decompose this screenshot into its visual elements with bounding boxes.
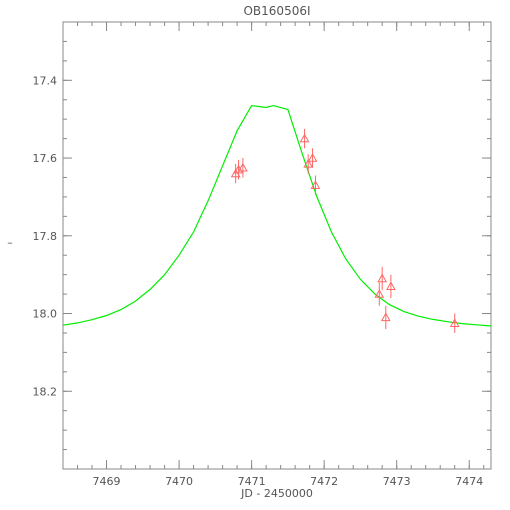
y-tick-label: 18.2: [33, 385, 58, 398]
x-tick-label: 7473: [383, 475, 411, 488]
triangle-marker: [238, 162, 248, 172]
axis-ticks: [62, 21, 491, 470]
triangle-marker: [233, 164, 244, 174]
chart-title: OB160506I: [243, 4, 310, 18]
y-axis-label: –: [7, 236, 13, 249]
data-point: [307, 148, 318, 168]
data-points: [230, 128, 460, 333]
y-tick-label: 17.8: [33, 230, 58, 243]
triangle-marker: [310, 180, 321, 189]
data-point: [233, 159, 244, 180]
triangle-marker: [303, 158, 314, 168]
x-tick-label: 7472: [310, 475, 338, 488]
x-axis-label: JD - 2450000: [240, 487, 313, 500]
x-tick-label: 7470: [165, 475, 193, 488]
data-point: [374, 282, 385, 306]
data-point: [310, 175, 321, 195]
y-tick-labels: 17.4 17.6 17.8 18.0 18.2: [33, 74, 58, 398]
y-tick-label: 17.4: [33, 74, 58, 87]
triangle-marker: [307, 153, 318, 162]
plot-frame: [62, 21, 492, 470]
triangle-marker: [374, 289, 385, 298]
y-tick-label: 18.0: [33, 308, 58, 321]
x-tick-labels: 7469 7470 7471 7472 7473 7474: [93, 475, 484, 488]
x-tick-label: 7474: [455, 475, 483, 488]
triangle-marker: [299, 133, 310, 143]
data-point: [386, 274, 396, 298]
y-tick-label: 17.6: [33, 152, 58, 165]
data-point: [377, 266, 388, 291]
x-tick-label: 7471: [238, 475, 266, 488]
data-point: [299, 128, 310, 149]
triangle-marker: [380, 312, 391, 322]
triangle-marker: [449, 318, 460, 327]
triangle-marker: [386, 281, 396, 291]
triangle-marker: [377, 273, 388, 283]
model-curve: [62, 104, 492, 327]
data-point: [238, 158, 248, 178]
data-point: [449, 313, 460, 333]
model-curve-line: [62, 104, 492, 327]
x-tick-label: 7469: [93, 475, 121, 488]
data-point: [303, 154, 314, 174]
data-point: [380, 305, 391, 330]
